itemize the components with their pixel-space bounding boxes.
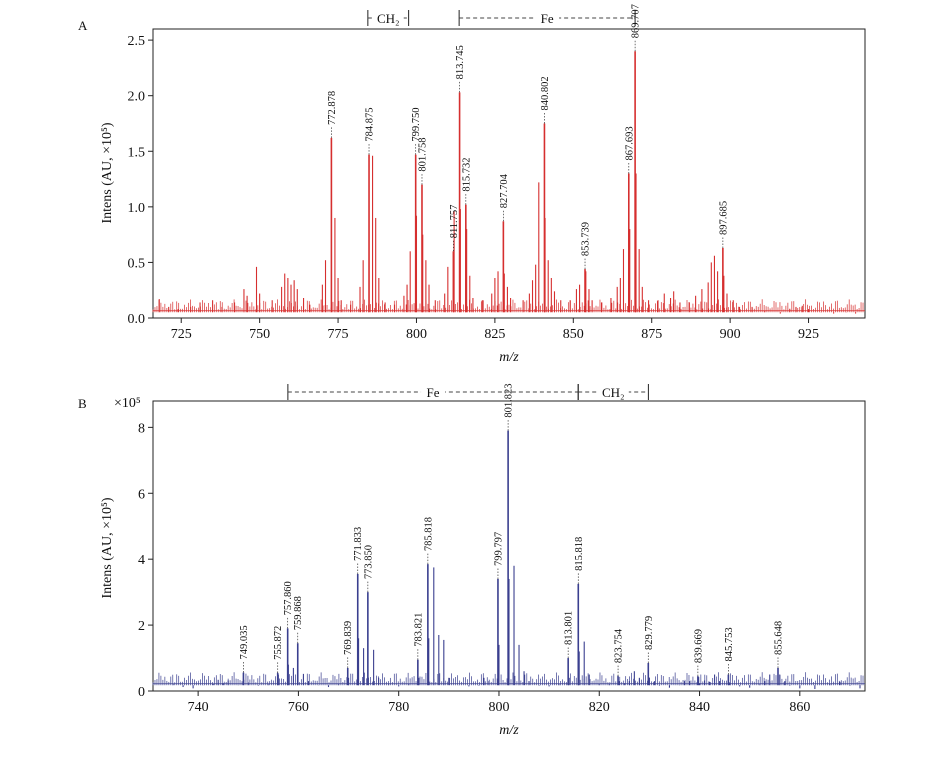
peak-label: 811.757 <box>449 205 460 239</box>
y-tick-label: 2.0 <box>128 90 146 105</box>
peak-label: 801.823 <box>504 384 515 418</box>
panel-a-x-axis-title: m/z <box>499 350 519 365</box>
peak-label: 755.872 <box>273 626 284 660</box>
peak-label: 773.850 <box>363 545 374 579</box>
peak-label: 827.704 <box>499 173 510 208</box>
x-tick-label: 775 <box>328 327 349 342</box>
peak-label: 869.707 <box>631 4 642 38</box>
peak-label: 759.868 <box>293 596 304 630</box>
y-tick-label: 6 <box>138 487 145 502</box>
peak-label: 785.818 <box>423 517 434 551</box>
peak-label: 769.839 <box>343 621 354 655</box>
panel-a-letter: A <box>78 18 88 33</box>
peak-label: 772.878 <box>327 91 338 125</box>
peak-label: 749.035 <box>239 625 250 659</box>
y-tick-label: 0 <box>138 685 145 700</box>
bracket-label: Fe <box>427 385 440 400</box>
panel-a-spectrum <box>152 51 865 314</box>
x-tick-label: 740 <box>188 700 209 715</box>
peak-label: 840.802 <box>540 76 551 110</box>
panel-b-scale-label: ×10⁵ <box>114 396 141 411</box>
peak-label: 813.801 <box>564 611 575 645</box>
peak-label: 799.750 <box>411 107 422 141</box>
bracket-label-bg <box>535 9 560 25</box>
peak-label: 839.669 <box>693 629 704 663</box>
x-tick-label: 750 <box>249 327 270 342</box>
x-tick-label: 850 <box>563 327 584 342</box>
bracket-label-bg <box>597 383 629 399</box>
panel-b-peak-labels: 749.035 755.872 757.860 759.868 769.839 771.8… <box>239 384 784 677</box>
y-tick-label: 2.5 <box>128 34 146 49</box>
panel-b-annotations: Fe CH₂ <box>287 383 649 400</box>
peak-label: 799.797 <box>493 532 504 566</box>
peak-label: 757.860 <box>283 581 294 615</box>
x-tick-label: 725 <box>171 327 192 342</box>
peak-label: 855.648 <box>773 621 784 655</box>
panel-a-annotations: CH₂ Fe <box>367 9 636 26</box>
peak-label: 815.732 <box>461 157 472 191</box>
peak-label: 815.818 <box>574 537 585 571</box>
bracket-label: CH₂ <box>377 11 400 26</box>
x-tick-label: 900 <box>720 327 741 342</box>
y-tick-label: 0.5 <box>128 256 146 271</box>
bracket-label-bg <box>421 383 446 399</box>
y-tick-label: 1.5 <box>128 145 146 160</box>
panel-b-plot-frame <box>152 400 866 692</box>
panel-b-y-axis: 0 2 4 6 8 <box>138 421 153 700</box>
x-tick-label: 825 <box>484 327 505 342</box>
peak-label: 813.745 <box>455 45 466 79</box>
panel-b-x-axis: 740 760 780 800 820 840 860 <box>188 691 810 715</box>
x-tick-label: 875 <box>641 327 662 342</box>
x-tick-label: 800 <box>406 327 427 342</box>
x-tick-label: 860 <box>789 700 810 715</box>
x-tick-label: 820 <box>589 700 610 715</box>
peak-label: 853.739 <box>581 222 592 256</box>
bracket-label: CH₂ <box>602 385 625 400</box>
y-tick-label: 2 <box>138 619 145 634</box>
peak-label: 823.754 <box>614 628 625 663</box>
x-tick-label: 800 <box>488 700 509 715</box>
x-tick-label: 840 <box>689 700 710 715</box>
y-tick-label: 8 <box>138 421 145 436</box>
panel-a-y-axis: 0.0 0.5 1.0 1.5 2.0 2.5 <box>128 34 153 327</box>
y-tick-label: 0.0 <box>128 312 146 327</box>
panel-b-letter: B <box>78 396 87 411</box>
peak-label: 801.758 <box>417 137 428 171</box>
x-tick-label: 760 <box>288 700 309 715</box>
panel-a-x-axis: 725 750 775 800 825 850 875 900 925 <box>171 318 819 342</box>
x-tick-label: 925 <box>798 327 819 342</box>
panel-a-plot-frame <box>152 28 866 319</box>
panel-a-y-axis-title: Intens (AU, ×10⁵) <box>100 122 115 223</box>
y-tick-label: 1.0 <box>128 201 146 216</box>
peak-label: 867.693 <box>624 126 635 160</box>
peak-label: 897.685 <box>718 201 729 235</box>
peak-label: 771.833 <box>353 527 364 561</box>
peak-label: 783.821 <box>413 613 424 647</box>
peak-label: 829.779 <box>644 616 655 650</box>
panel-b: B ×10⁵ Fe CH₂ 749.035 755.872 757.860 759.86… <box>78 383 866 738</box>
peak-label: 784.875 <box>365 107 376 141</box>
y-tick-label: 4 <box>138 553 145 568</box>
bracket-label-bg <box>372 9 404 25</box>
x-tick-label: 780 <box>388 700 409 715</box>
panel-b-y-axis-title: Intens (AU, ×10⁵) <box>100 497 115 598</box>
panel-b-spectrum <box>152 430 865 690</box>
panel-b-x-axis-title: m/z <box>499 723 519 738</box>
peak-label: 845.753 <box>724 627 735 661</box>
bracket-label: Fe <box>541 11 554 26</box>
